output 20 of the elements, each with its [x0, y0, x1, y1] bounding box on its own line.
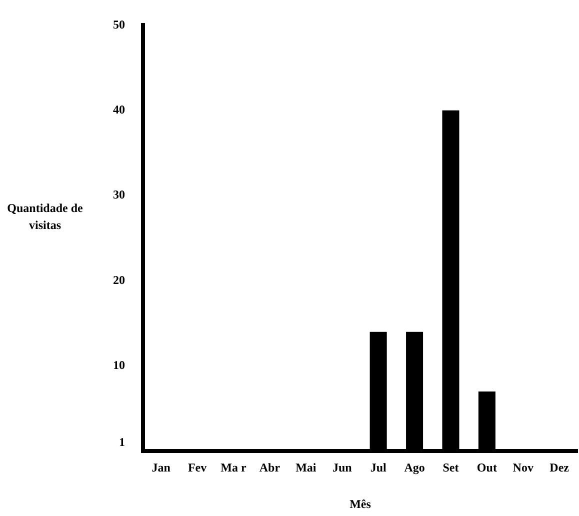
x-tick-label: Out [476, 460, 497, 474]
y-tick-label: 40 [113, 102, 125, 116]
x-tick-label: Nov [512, 460, 534, 474]
x-tick-label: Ma r [220, 460, 248, 474]
y-axis-title: Quantidade de visitas [6, 200, 84, 234]
y-tick-label: 1 [119, 434, 125, 449]
y-tick-label: 10 [113, 358, 125, 372]
x-tick-label: Jul [370, 460, 387, 474]
y-tick-label: 50 [113, 17, 125, 32]
x-tick-label: Jan [152, 460, 171, 474]
x-tick-label: Dez [550, 460, 570, 474]
x-tick-label: Set [442, 460, 459, 474]
x-tick-label: Mai [296, 460, 317, 474]
y-tick-label: 30 [113, 188, 125, 202]
y-tick-label: 20 [113, 272, 125, 287]
x-tick-label: Ago [404, 460, 425, 474]
x-tick-label: Jun [332, 460, 352, 474]
x-axis-title: Mês [350, 496, 372, 511]
x-tick-label: Fev [188, 460, 207, 474]
x-tick-label: Abr [259, 460, 281, 474]
